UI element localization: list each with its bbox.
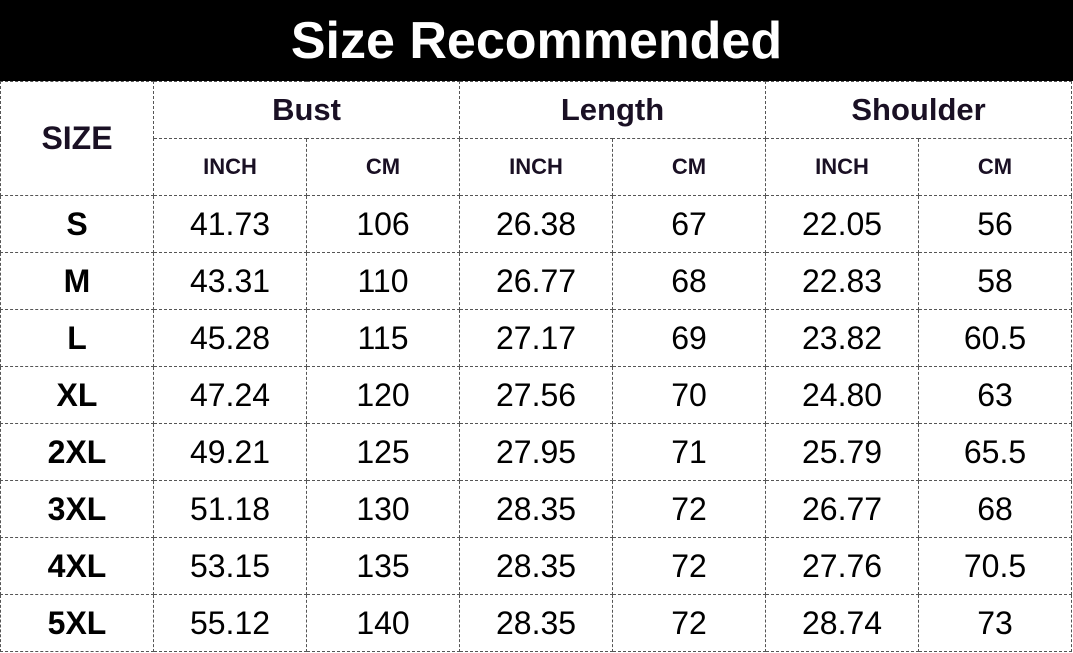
page-title: Size Recommended <box>0 0 1073 81</box>
table-row: S 41.73 106 26.38 67 22.05 56 <box>0 195 1073 253</box>
table-row: 5XL 55.12 140 28.35 72 28.74 73 <box>0 594 1073 652</box>
value-cell: 47.24 <box>153 366 307 424</box>
size-cell: L <box>0 309 154 367</box>
value-cell: 51.18 <box>153 480 307 538</box>
size-cell: M <box>0 252 154 310</box>
value-cell: 63 <box>918 366 1073 424</box>
value-cell: 49.21 <box>153 423 307 481</box>
value-cell: 72 <box>612 594 767 652</box>
size-cell: S <box>0 195 154 253</box>
value-cell: 22.05 <box>765 195 920 253</box>
header-unit: CM <box>918 138 1073 196</box>
table-row: XL 47.24 120 27.56 70 24.80 63 <box>0 366 1073 424</box>
value-cell: 26.38 <box>459 195 614 253</box>
size-cell: 2XL <box>0 423 154 481</box>
value-cell: 72 <box>612 480 767 538</box>
value-cell: 53.15 <box>153 537 307 595</box>
value-cell: 26.77 <box>459 252 614 310</box>
value-cell: 69 <box>612 309 767 367</box>
header-shoulder: Shoulder <box>765 81 1073 139</box>
value-cell: 27.95 <box>459 423 614 481</box>
value-cell: 26.77 <box>765 480 920 538</box>
value-cell: 28.74 <box>765 594 920 652</box>
table-row: 3XL 51.18 130 28.35 72 26.77 68 <box>0 480 1073 538</box>
value-cell: 70.5 <box>918 537 1073 595</box>
header-unit: CM <box>612 138 767 196</box>
value-cell: 45.28 <box>153 309 307 367</box>
size-cell: 4XL <box>0 537 154 595</box>
table-row: 4XL 53.15 135 28.35 72 27.76 70.5 <box>0 537 1073 595</box>
value-cell: 28.35 <box>459 480 614 538</box>
value-cell: 110 <box>305 252 461 310</box>
header-unit: INCH <box>765 138 920 196</box>
value-cell: 140 <box>305 594 461 652</box>
value-cell: 71 <box>612 423 767 481</box>
value-cell: 22.83 <box>765 252 920 310</box>
value-cell: 106 <box>305 195 461 253</box>
value-cell: 125 <box>305 423 461 481</box>
value-cell: 65.5 <box>918 423 1073 481</box>
value-cell: 68 <box>612 252 767 310</box>
value-cell: 28.35 <box>459 594 614 652</box>
table-row: L 45.28 115 27.17 69 23.82 60.5 <box>0 309 1073 367</box>
size-table: SIZE Bust Length Shoulder INCH CM INCH C… <box>0 81 1073 652</box>
value-cell: 60.5 <box>918 309 1073 367</box>
value-cell: 67 <box>612 195 767 253</box>
value-cell: 27.76 <box>765 537 920 595</box>
value-cell: 27.56 <box>459 366 614 424</box>
value-cell: 55.12 <box>153 594 307 652</box>
value-cell: 43.31 <box>153 252 307 310</box>
value-cell: 58 <box>918 252 1073 310</box>
size-cell: XL <box>0 366 154 424</box>
header-size: SIZE <box>0 81 154 196</box>
value-cell: 56 <box>918 195 1073 253</box>
value-cell: 70 <box>612 366 767 424</box>
value-cell: 115 <box>305 309 461 367</box>
value-cell: 120 <box>305 366 461 424</box>
header-length: Length <box>459 81 767 139</box>
value-cell: 27.17 <box>459 309 614 367</box>
header-unit: INCH <box>459 138 614 196</box>
header-unit: INCH <box>153 138 307 196</box>
value-cell: 68 <box>918 480 1073 538</box>
value-cell: 25.79 <box>765 423 920 481</box>
value-cell: 72 <box>612 537 767 595</box>
value-cell: 41.73 <box>153 195 307 253</box>
value-cell: 135 <box>305 537 461 595</box>
value-cell: 130 <box>305 480 461 538</box>
value-cell: 23.82 <box>765 309 920 367</box>
header-unit: CM <box>305 138 461 196</box>
table-row: M 43.31 110 26.77 68 22.83 58 <box>0 252 1073 310</box>
size-cell: 5XL <box>0 594 154 652</box>
size-cell: 3XL <box>0 480 154 538</box>
value-cell: 28.35 <box>459 537 614 595</box>
value-cell: 73 <box>918 594 1073 652</box>
header-row-units: INCH CM INCH CM INCH CM <box>1 138 1073 196</box>
header-row-groups: SIZE Bust Length Shoulder <box>0 81 1073 196</box>
header-bust: Bust <box>152 81 461 139</box>
table-row: 2XL 49.21 125 27.95 71 25.79 65.5 <box>0 423 1073 481</box>
value-cell: 24.80 <box>765 366 920 424</box>
